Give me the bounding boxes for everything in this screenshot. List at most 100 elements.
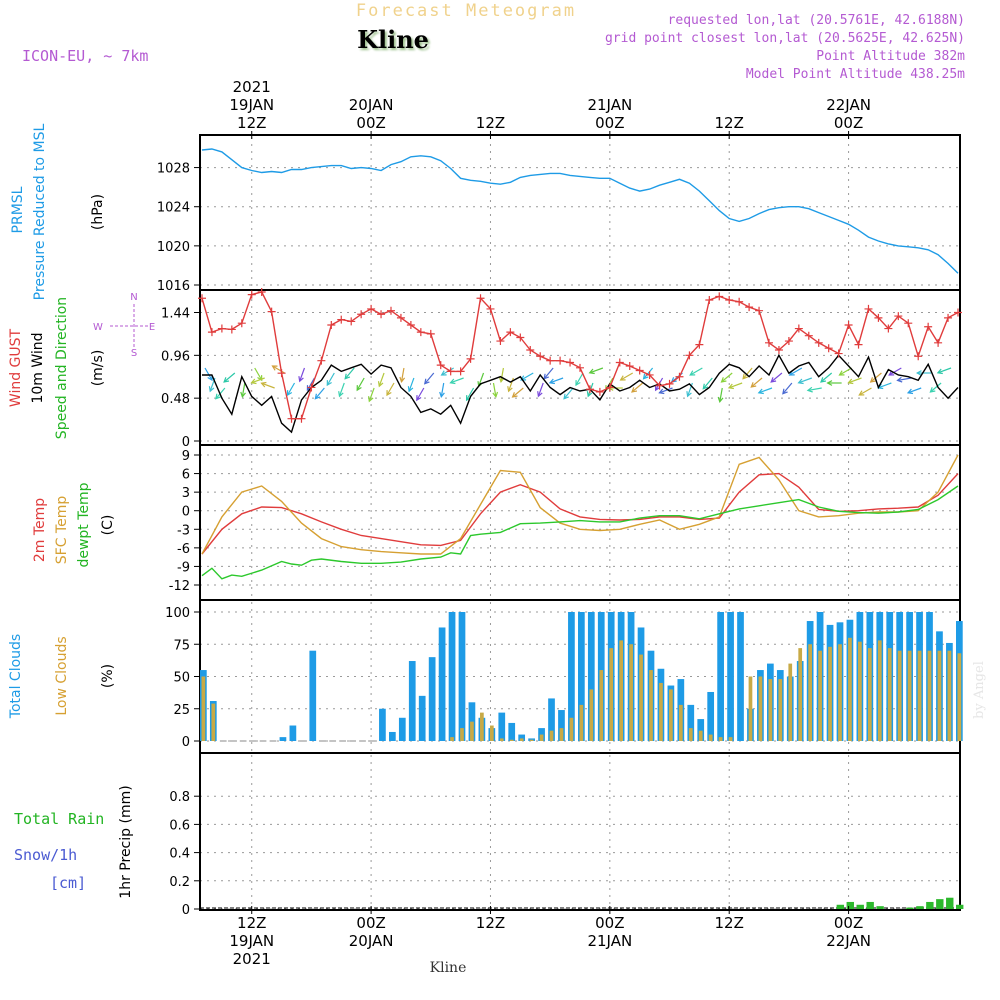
- top-time-label: 00Z: [834, 114, 863, 132]
- panel-frame: [199, 134, 961, 291]
- rain-label: Total Rain: [14, 810, 104, 828]
- rain-bar: [926, 901, 934, 909]
- wind-arrow: [619, 372, 634, 381]
- wind-arrow: [439, 382, 445, 399]
- gust-marker: [745, 303, 754, 312]
- top-time-label: 12Z: [237, 114, 266, 132]
- gust-marker: [765, 338, 773, 347]
- gust-marker: [705, 296, 714, 304]
- ytick-label: 1016: [157, 279, 190, 294]
- ytick-label: 0: [182, 735, 190, 750]
- bottom-time-label: 12Z: [476, 914, 505, 932]
- gust-marker: [287, 414, 296, 423]
- total-cloud-bar: [578, 612, 585, 741]
- wind-arrow: [498, 367, 505, 384]
- wind-arrow: [386, 382, 395, 397]
- gust-marker: [506, 328, 515, 337]
- total-cloud-bar: [707, 691, 715, 741]
- dewpt-label: dewpt Temp: [76, 482, 92, 567]
- gust-label: Wind GUST: [8, 328, 24, 407]
- total-cloud-bar: [717, 612, 724, 741]
- gust-marker: [566, 358, 575, 367]
- wind-arrow: [686, 382, 693, 398]
- precip-panel: 0 0.2 0.4 0.6 0.8: [169, 752, 964, 918]
- ytick-label: 0.48: [161, 392, 190, 407]
- wind-arrow: [896, 376, 912, 383]
- gust-marker: [546, 356, 555, 365]
- wind-arrow: [377, 372, 385, 388]
- bottom-time-label: 00Z: [595, 914, 624, 932]
- gust-marker: [227, 325, 236, 334]
- snow-unit-label: [cm]: [50, 874, 86, 892]
- low-cloud-bar: [201, 676, 206, 741]
- low-cloud-bar: [788, 663, 793, 741]
- ytick-label: 100: [165, 606, 190, 621]
- rain-bar: [956, 904, 964, 909]
- total-cloud-bar: [568, 612, 575, 741]
- ytick-label: 6: [182, 468, 190, 483]
- top-time-label: 2021: [233, 78, 271, 96]
- gust-marker: [715, 292, 724, 301]
- rain-bar: [876, 906, 884, 909]
- wind-arrow: [929, 382, 942, 393]
- low-cloud-bar: [808, 644, 813, 741]
- gridpoint-coords: grid point closest lon,lat (20.5625E, 42…: [605, 31, 965, 46]
- ytick-label: 0: [182, 903, 190, 918]
- total-cloud-bar: [448, 612, 456, 741]
- top-time-label: 12Z: [476, 114, 505, 132]
- low-cloud-bar: [828, 646, 832, 741]
- wind-arrow: [254, 367, 263, 382]
- gust-marker: [585, 385, 594, 394]
- total-cloud-bar: [687, 704, 695, 741]
- ytick-label: 25: [173, 703, 190, 718]
- top-time-label: 21JAN: [587, 96, 632, 114]
- gust-marker: [695, 340, 704, 349]
- total-cloud-bar: [697, 719, 705, 741]
- gust-marker: [894, 312, 903, 321]
- gust-marker: [794, 324, 803, 333]
- compass-n: N: [130, 292, 137, 303]
- wind-arrow: [826, 380, 842, 386]
- gust-marker: [416, 328, 425, 337]
- ytick-label: -9: [177, 560, 190, 575]
- wind-arrow: [631, 382, 644, 393]
- wind-arrow: [449, 377, 464, 385]
- low-cloud-bar: [897, 650, 902, 741]
- gust-marker: [476, 294, 485, 303]
- total-cloud-bar: [398, 717, 406, 741]
- rain-bar: [866, 901, 874, 909]
- wind-arrow: [407, 377, 415, 393]
- wind-arrow: [416, 387, 425, 402]
- low-cloud-bar: [579, 704, 584, 741]
- rain-bar: [836, 904, 845, 909]
- low-cloud-bar: [858, 641, 862, 741]
- total-cloud-bar: [558, 710, 565, 741]
- requested-coords: requested lon,lat (20.5761E, 42.6188N): [668, 13, 965, 28]
- gust-marker: [884, 324, 893, 333]
- top-time-label: 00Z: [356, 114, 385, 132]
- ytick-label: -3: [177, 523, 190, 538]
- location-title: Kline: [357, 25, 429, 54]
- low-cloud-bar: [619, 640, 624, 741]
- low-cloud-bar: [549, 730, 554, 741]
- total-cloud-bar: [548, 698, 555, 741]
- gust-marker: [367, 304, 376, 313]
- wind-arrow: [869, 372, 882, 383]
- ytick-label: 1.44: [161, 306, 190, 321]
- gust-marker: [625, 362, 634, 371]
- low-cloud-bar: [669, 689, 673, 741]
- watermark: by Angel: [972, 661, 987, 719]
- low-cloud-bar: [708, 734, 713, 741]
- gust-marker: [267, 307, 276, 316]
- total-cloud-bar: [528, 738, 535, 741]
- low-cloud-bar: [589, 689, 594, 741]
- wind-arrow: [204, 367, 213, 382]
- wind-arrow: [250, 377, 265, 385]
- footer-location: Kline: [430, 960, 467, 976]
- rain-bar: [936, 899, 944, 909]
- wind-arrow: [356, 377, 365, 392]
- temperature-panel: -12 -9 -6 -3 0 3 6 9: [169, 444, 961, 601]
- low-cloud-bar: [489, 725, 494, 741]
- low-cloud-bar: [848, 637, 852, 741]
